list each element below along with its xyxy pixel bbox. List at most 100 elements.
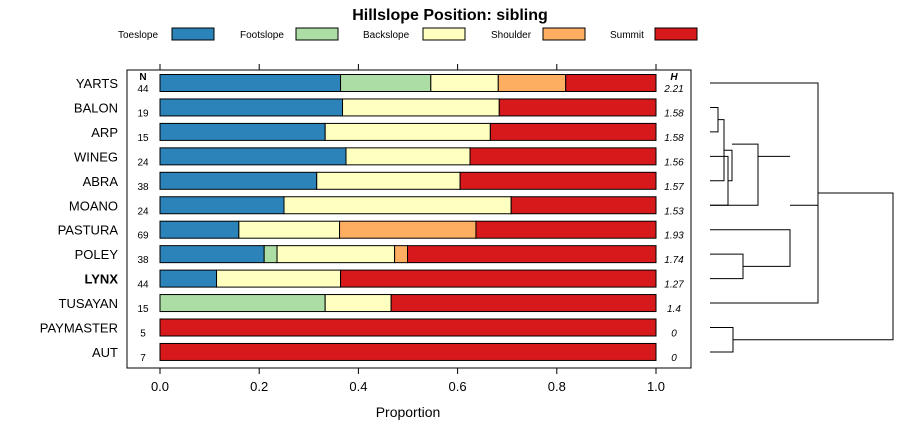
bar-segment <box>159 294 326 313</box>
h-value: 0 <box>671 353 677 364</box>
bar-segment <box>340 269 657 288</box>
bar-segment <box>159 342 657 361</box>
bar-segment <box>263 245 278 264</box>
row-labels: YARTS BALON ARP WINEG ABRA MOANO PASTURA POLEY L… <box>40 76 119 360</box>
bar-segment <box>159 74 342 92</box>
n-value: 19 <box>137 108 149 119</box>
bar-segment <box>469 147 657 166</box>
dendrogram-branch <box>710 253 744 280</box>
dendrogram-branch <box>710 327 734 353</box>
row-label: YARTS <box>76 76 118 91</box>
bar-segment <box>316 171 461 190</box>
bar-segment <box>498 98 657 117</box>
bar-segment <box>216 269 342 288</box>
legend-swatch <box>171 27 215 41</box>
row-label: PAYMASTER <box>40 321 118 336</box>
row-label: LYNX <box>85 272 119 287</box>
n-value: 5 <box>140 329 146 340</box>
bar-segment <box>339 220 477 239</box>
n-value: 7 <box>140 353 146 364</box>
h-column-header: H <box>670 72 678 83</box>
legend-swatch <box>295 27 339 41</box>
bars <box>159 74 657 361</box>
x-tick-label: 0.6 <box>449 379 467 394</box>
legend-swatch <box>422 27 466 41</box>
x-tick-label: 1.0 <box>647 379 665 394</box>
bar-segment <box>159 318 657 337</box>
row-label: BALON <box>74 100 118 115</box>
bar-segment <box>459 171 657 190</box>
bar-segment <box>238 220 341 239</box>
bar-segment <box>510 196 657 215</box>
bar-segment <box>340 74 432 92</box>
n-value: 69 <box>137 231 149 242</box>
bar-segment <box>159 220 240 239</box>
x-tick-label: 0.4 <box>349 379 367 394</box>
x-tick-label: 0.8 <box>548 379 566 394</box>
bar-segment <box>324 294 392 313</box>
h-value: 0 <box>671 329 677 340</box>
bar-segment <box>283 196 512 215</box>
bar-segment <box>159 196 285 215</box>
legend-swatch <box>654 27 698 41</box>
n-value: 44 <box>137 280 149 291</box>
h-value: 1.27 <box>664 280 684 291</box>
legend-label: Toeslope <box>118 30 158 41</box>
row-label: MOANO <box>69 198 118 213</box>
bar-segment <box>497 74 567 92</box>
bar-segment <box>489 122 657 141</box>
row-label: ARP <box>91 125 118 140</box>
h-value: 2.21 <box>663 84 683 95</box>
h-value: 1.53 <box>664 206 684 217</box>
n-value: 38 <box>137 182 149 193</box>
dendrogram-branch <box>710 229 791 267</box>
n-value: 38 <box>137 255 149 266</box>
row-label: PASTURA <box>58 223 119 238</box>
x-axis: 0.0 0.2 0.4 0.6 0.8 1.0 <box>151 64 665 394</box>
bar-segment <box>159 147 347 166</box>
h-value: 1.58 <box>664 108 684 119</box>
bar-segment <box>324 122 491 141</box>
bar-segment <box>430 74 499 92</box>
bar-segment <box>390 294 657 313</box>
legend-label: Backslope <box>363 30 410 41</box>
bar-segment <box>159 171 318 190</box>
h-value: 1.58 <box>664 133 684 144</box>
bar-segment <box>159 122 326 141</box>
legend-label: Shoulder <box>491 30 532 41</box>
bar-segment <box>407 245 657 264</box>
bar-segment <box>394 245 409 264</box>
n-labels: 44 19 15 24 38 24 69 38 44 15 5 7 <box>137 84 149 364</box>
n-value: 24 <box>137 206 149 217</box>
x-axis-title: Proportion <box>376 404 441 420</box>
legend: Toeslope Footslope Backslope Shoulder Summit <box>118 27 698 41</box>
n-value: 15 <box>137 304 149 315</box>
h-labels: 2.21 1.58 1.58 1.56 1.57 1.53 1.93 1.74 1.27 1.4 0… <box>663 84 684 364</box>
x-tick-label: 0.0 <box>151 379 169 394</box>
dendrogram-branch <box>710 119 725 182</box>
plot-frame <box>126 69 692 369</box>
legend-label: Footslope <box>240 30 284 41</box>
n-value: 44 <box>137 84 149 95</box>
bar-segment <box>345 147 471 166</box>
legend-label: Summit <box>610 30 644 41</box>
n-value: 15 <box>137 133 149 144</box>
row-label: WINEG <box>74 149 118 164</box>
bar-segment <box>276 245 396 264</box>
h-value: 1.4 <box>667 304 681 315</box>
bar-segment <box>475 220 657 239</box>
h-value: 1.93 <box>664 231 684 242</box>
n-column-header: N <box>139 72 146 83</box>
row-label: TUSAYAN <box>59 296 118 311</box>
x-tick-label: 0.2 <box>250 379 268 394</box>
dendrogram-branch <box>710 143 759 206</box>
dendrogram-branch <box>724 149 733 182</box>
dendrogram-branch <box>710 82 819 304</box>
bar-segment <box>342 98 500 117</box>
legend-swatch <box>542 27 586 41</box>
row-label: AUT <box>92 345 118 360</box>
bar-segment <box>159 269 218 288</box>
bar-segment <box>159 245 265 264</box>
row-label: POLEY <box>75 247 119 262</box>
